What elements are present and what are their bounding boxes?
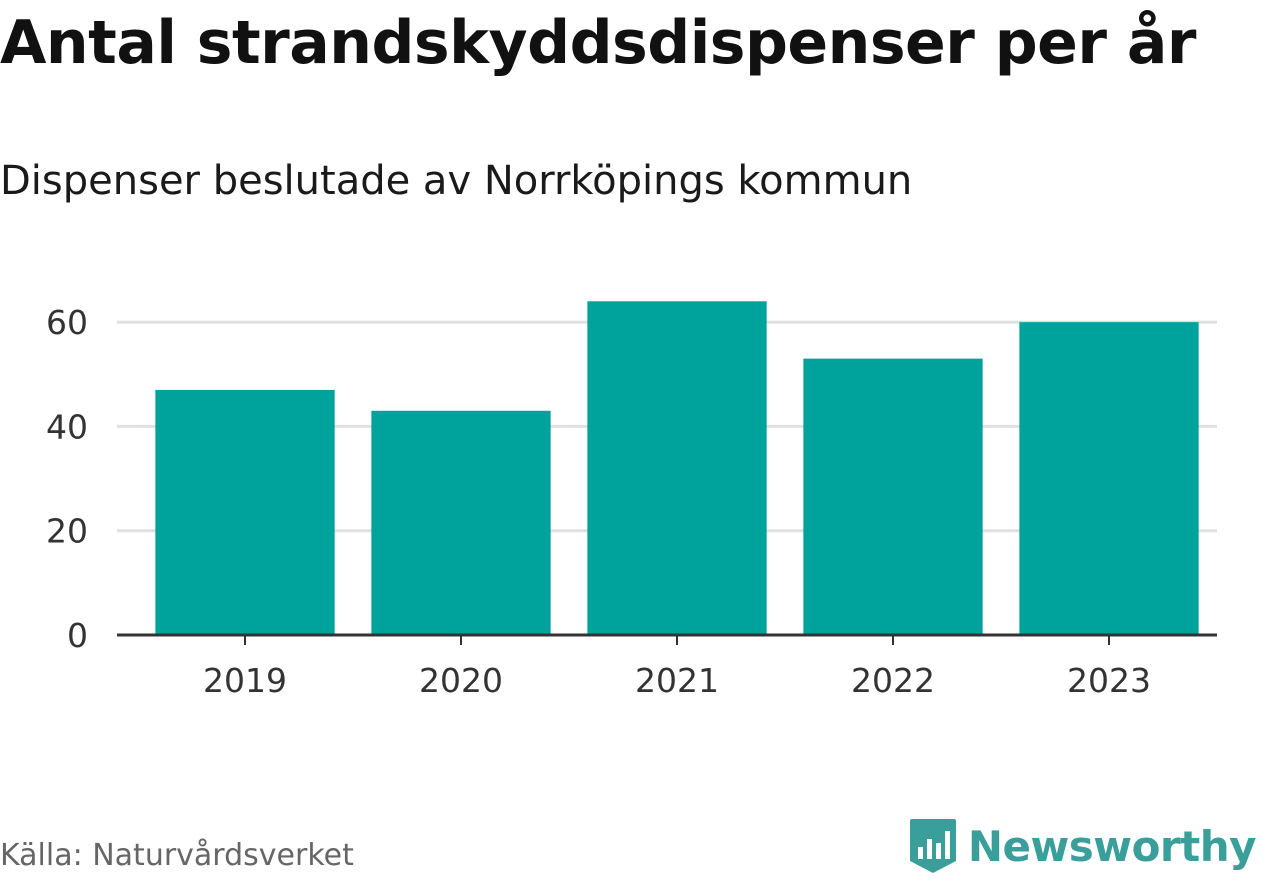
x-tick-label: 2022 bbox=[851, 661, 935, 700]
x-tick-label: 2023 bbox=[1067, 661, 1151, 700]
bar-2019 bbox=[155, 389, 335, 635]
y-tick-label: 20 bbox=[46, 512, 88, 551]
y-tick-label: 60 bbox=[46, 303, 88, 342]
bar-chart: 0 20 40 60 2019 2020 2021 2022 2023 bbox=[46, 301, 1217, 700]
bar-2021 bbox=[587, 301, 767, 635]
chart-title: Antal strandskyddsdispenser per år bbox=[0, 8, 1196, 78]
x-tick-label: 2021 bbox=[635, 661, 719, 700]
bar-2023 bbox=[1019, 322, 1199, 635]
x-tick-label: 2020 bbox=[419, 661, 503, 700]
y-tick-label: 40 bbox=[46, 407, 88, 446]
y-tick-label: 0 bbox=[67, 616, 88, 655]
bar-2020 bbox=[371, 410, 551, 635]
bar-chart-badge-icon bbox=[909, 819, 956, 873]
x-tick-label: 2019 bbox=[203, 661, 287, 700]
bar-2022 bbox=[803, 358, 983, 635]
brand-logo: Newsworthy bbox=[908, 817, 1257, 875]
brand-name: Newsworthy bbox=[967, 821, 1257, 871]
source-note: Källa: Naturvårdsverket bbox=[0, 838, 354, 873]
chart-subtitle: Dispenser beslutade av Norrköpings kommu… bbox=[0, 158, 913, 204]
